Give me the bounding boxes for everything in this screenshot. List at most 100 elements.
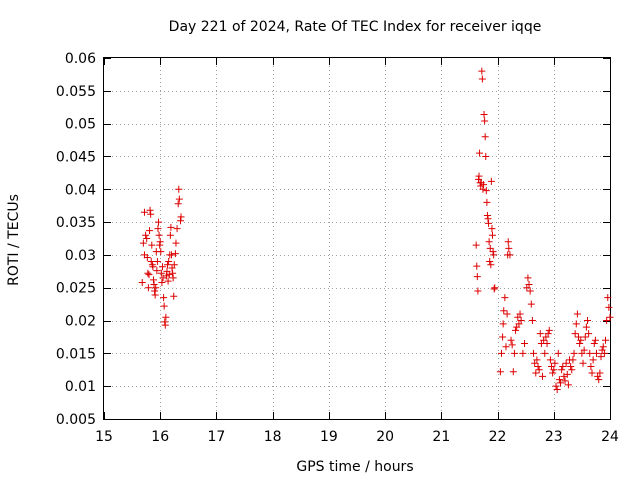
data-point (172, 239, 180, 247)
data-point (483, 198, 491, 206)
data-point (160, 294, 168, 302)
data-point (473, 273, 481, 281)
data-point (158, 278, 166, 286)
data-point (544, 330, 552, 338)
data-point (166, 231, 174, 239)
data-point (512, 326, 520, 334)
data-point (167, 251, 175, 259)
x-tick-label: 19 (320, 429, 338, 445)
data-point (519, 349, 527, 357)
y-tick-label: 0.04 (65, 182, 96, 198)
data-point (162, 313, 170, 321)
data-point (140, 208, 148, 216)
data-point (558, 366, 566, 374)
data-point (139, 239, 147, 247)
data-point (155, 231, 163, 239)
data-point (587, 362, 595, 370)
data-point (585, 330, 593, 338)
data-point (153, 257, 161, 265)
data-point (149, 263, 157, 271)
data-point (144, 269, 152, 277)
data-point (581, 333, 589, 341)
data-point (541, 349, 549, 357)
data-point (152, 284, 160, 292)
data-point (473, 262, 481, 270)
x-tick-label: 23 (545, 429, 563, 445)
y-tick-labels: 0.005 0.01 0.015 0.02 0.025 0.03 0.035 0.04 0.04… (56, 51, 96, 428)
data-point (496, 368, 504, 376)
data-point (149, 276, 157, 284)
data-point (158, 263, 166, 271)
data-point (486, 257, 494, 265)
data-point (586, 349, 594, 357)
data-point (577, 336, 585, 344)
data-point (552, 382, 560, 390)
data-point (567, 362, 575, 370)
y-tick-label: 0.045 (56, 149, 96, 165)
data-point (489, 248, 497, 256)
data-point (590, 340, 598, 348)
data-point (491, 284, 499, 292)
data-point (481, 117, 489, 125)
data-point (142, 231, 150, 239)
data-point (481, 133, 489, 141)
data-point (479, 185, 487, 193)
data-point (485, 238, 493, 246)
data-point (173, 225, 181, 233)
data-point (599, 343, 607, 351)
data-point (555, 376, 563, 384)
data-point (487, 177, 495, 185)
data-point (502, 343, 510, 351)
data-point (147, 257, 155, 265)
data-point (605, 303, 613, 311)
data-point (562, 359, 570, 367)
y-tick-label: 0.005 (56, 412, 96, 428)
data-point (490, 285, 498, 293)
data-point (527, 300, 535, 308)
data-point (483, 212, 491, 220)
data-point (500, 307, 508, 315)
data-point (161, 318, 169, 326)
data-point (156, 241, 164, 249)
y-tick-label: 0.035 (56, 215, 96, 231)
data-point (526, 287, 534, 295)
data-point (176, 217, 184, 225)
data-point (582, 323, 590, 331)
data-point (157, 269, 165, 277)
x-tick-label: 22 (489, 429, 507, 445)
x-tick-label: 24 (601, 429, 619, 445)
data-point (145, 271, 153, 279)
data-point (563, 370, 571, 378)
data-point (488, 225, 496, 233)
grid-lines (104, 58, 610, 419)
data-point (510, 349, 518, 357)
data-point (156, 238, 164, 246)
data-point (170, 261, 178, 269)
data-point (561, 377, 569, 385)
data-point (564, 381, 572, 389)
data-point (177, 213, 185, 221)
y-axis-label: ROTI / TECUs (6, 194, 22, 286)
data-point (147, 210, 155, 218)
data-point (143, 254, 151, 262)
data-point (602, 336, 610, 344)
data-point (550, 366, 558, 374)
data-point (138, 278, 146, 286)
data-point (146, 206, 154, 214)
data-point (593, 349, 601, 357)
data-point (579, 359, 587, 367)
data-point (480, 110, 488, 118)
data-point (472, 241, 480, 249)
data-point (573, 310, 581, 318)
data-point (535, 366, 543, 374)
data-point (164, 261, 172, 269)
data-point (151, 291, 159, 299)
data-point (572, 320, 580, 328)
data-point (557, 379, 565, 387)
data-point (153, 267, 161, 275)
data-point (148, 241, 156, 249)
data-point (507, 336, 515, 344)
data-point (591, 336, 599, 344)
data-point (536, 330, 544, 338)
data-point (554, 349, 562, 357)
